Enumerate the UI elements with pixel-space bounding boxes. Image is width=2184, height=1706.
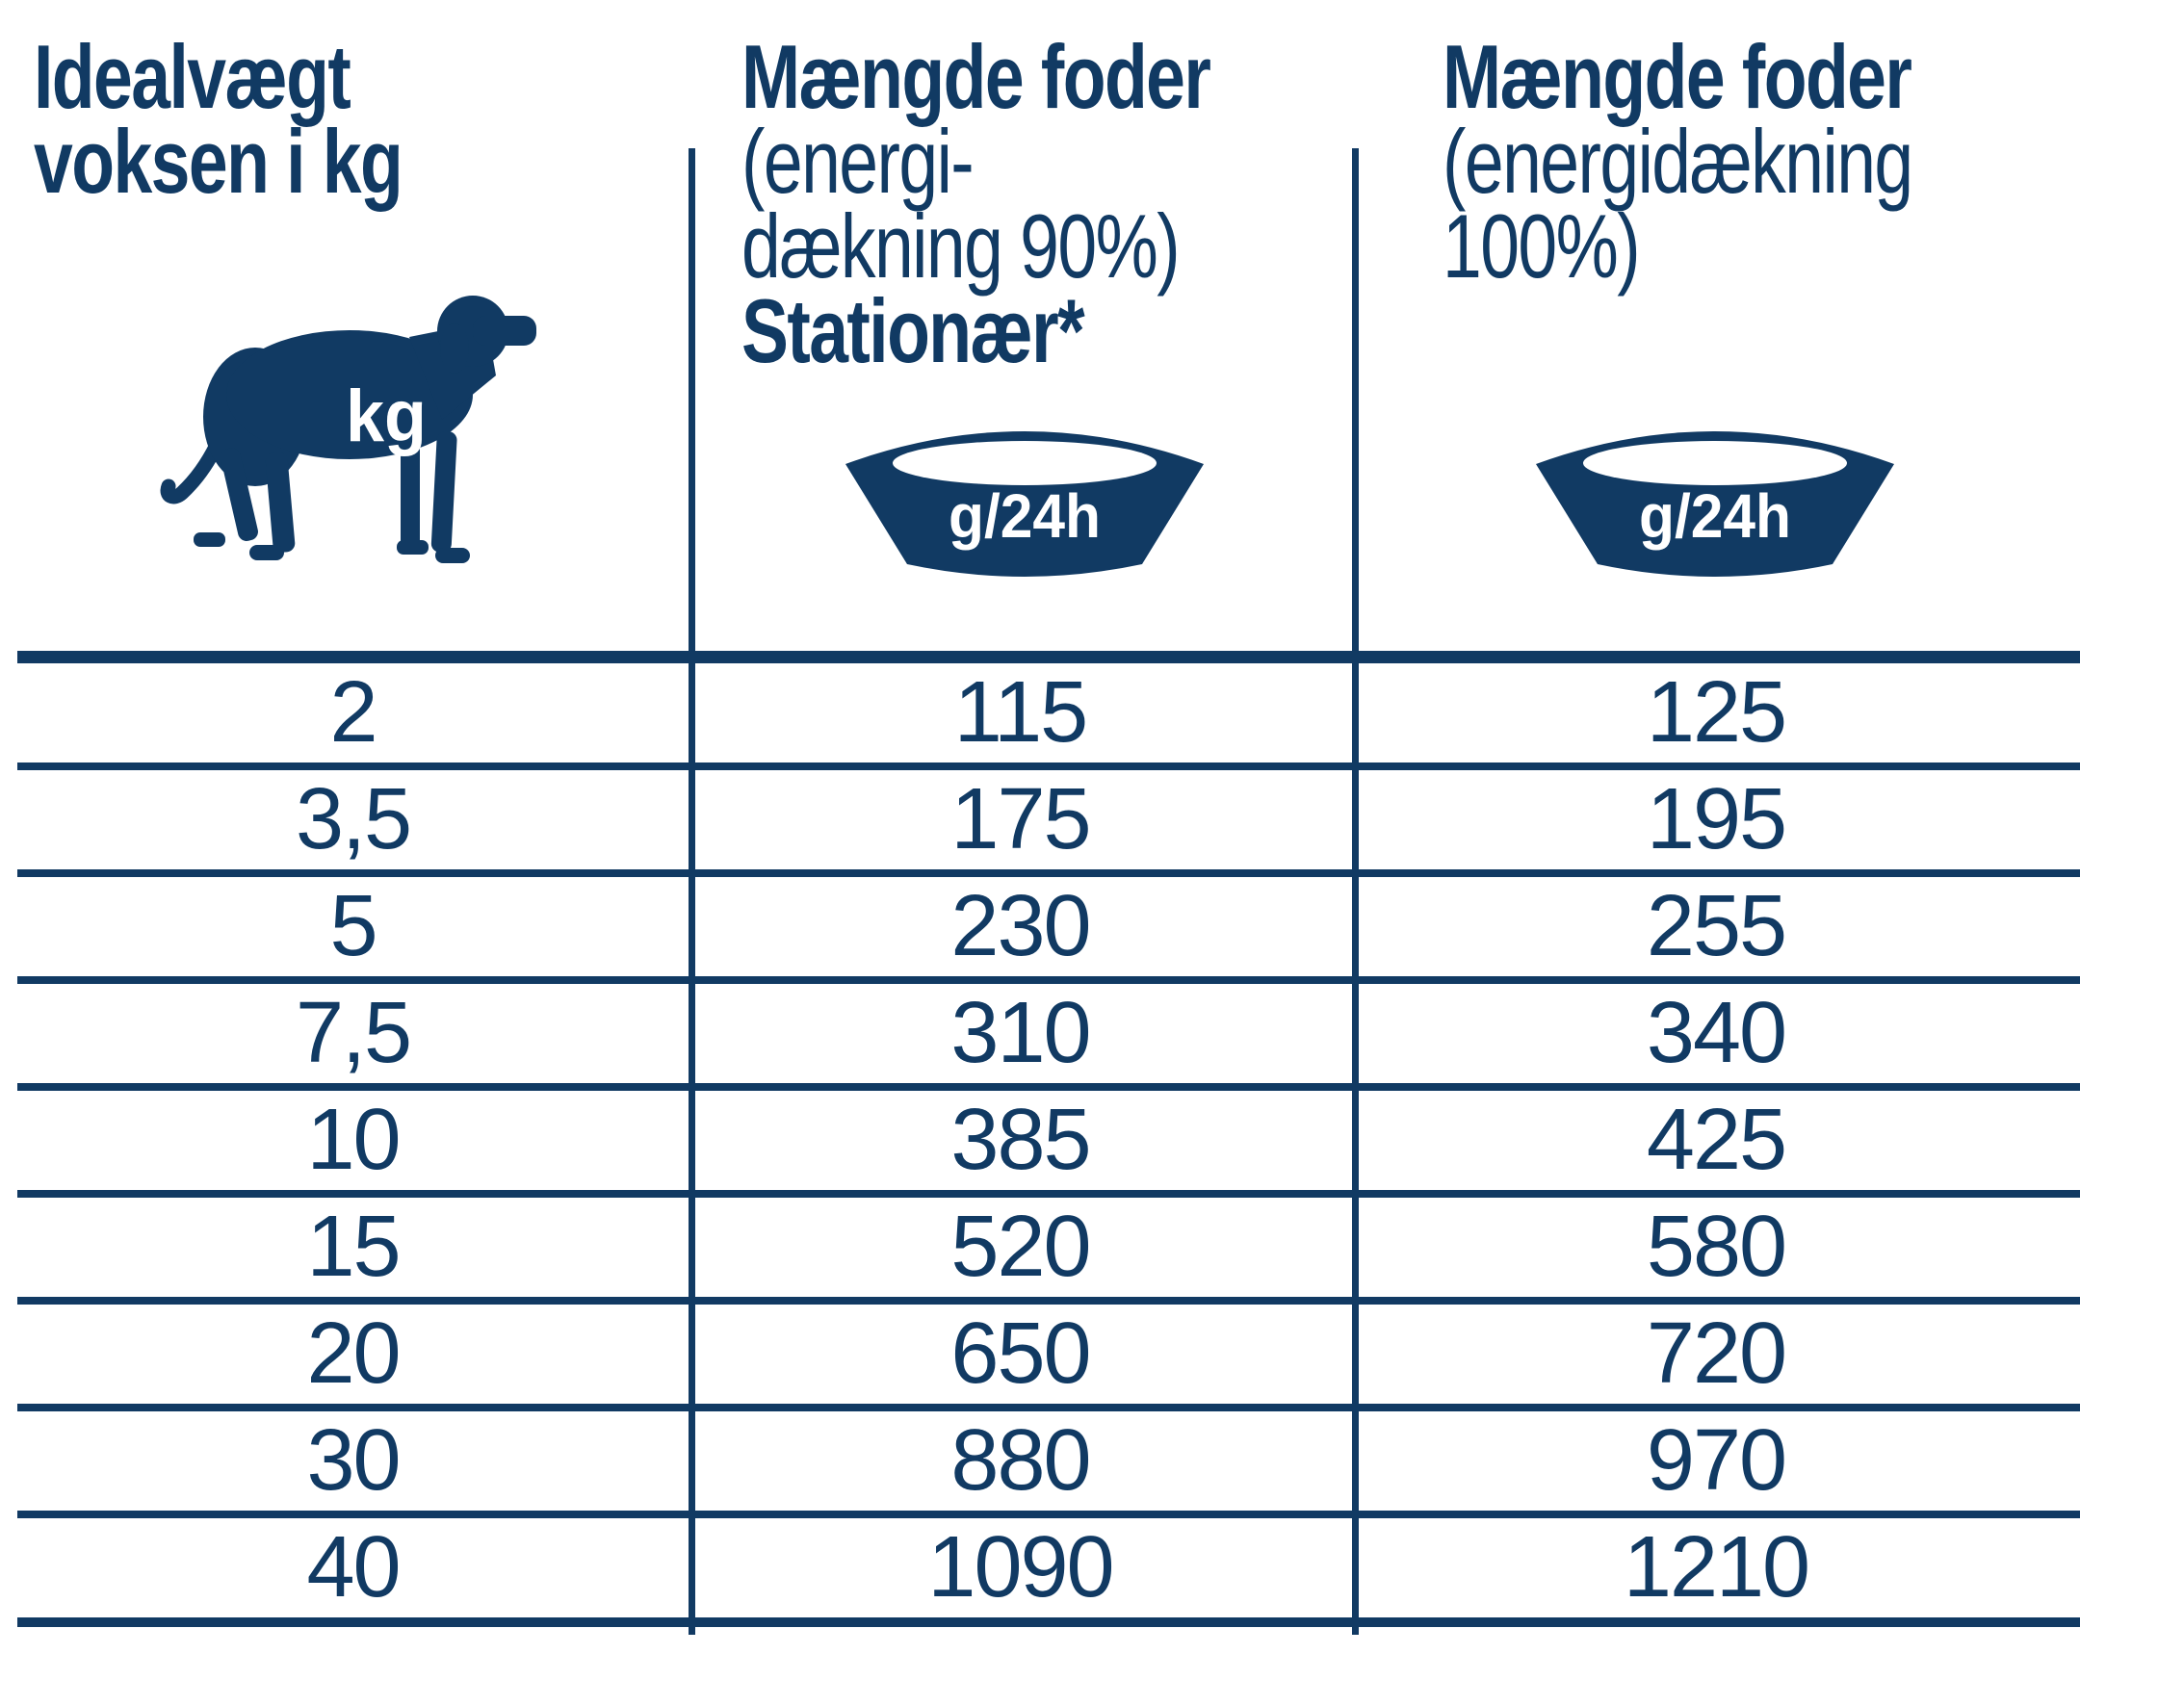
- header-amount-100-sub1: (energidækning: [1443, 111, 1913, 212]
- table-row: 3,5 175 195: [17, 770, 2080, 877]
- cell-weight: 5: [329, 878, 377, 974]
- cell-amount-100: 1210: [1623, 1519, 1810, 1616]
- cell-weight: 7,5: [295, 985, 412, 1081]
- cell-amount-90: 230: [950, 878, 1091, 974]
- bowl-100-label: g/24h: [1639, 481, 1791, 551]
- cell-amount-100: 255: [1646, 878, 1787, 974]
- cell-amount-90: 650: [950, 1305, 1091, 1402]
- header-amount-90: Mængde foder (energi- dækning 90%) Stati…: [741, 26, 1417, 381]
- cell-amount-90: 520: [950, 1199, 1091, 1295]
- cell-amount-90: 385: [950, 1092, 1091, 1188]
- cell-amount-90: 175: [950, 771, 1091, 867]
- table-row: 15 520 580: [17, 1198, 2080, 1305]
- cell-weight: 40: [306, 1519, 401, 1616]
- header-amount-100-title: Mængde foder: [1443, 26, 1912, 127]
- header-amount-100: Mængde foder (energidækning 100%): [1443, 26, 2119, 297]
- table-row: 10 385 425: [17, 1091, 2080, 1198]
- cell-amount-100: 195: [1646, 771, 1787, 867]
- cell-amount-100: 125: [1646, 664, 1787, 761]
- header-ideal-weight-line2: voksen i kg: [34, 111, 403, 212]
- bowl-icon-100: g/24h: [1533, 422, 1897, 578]
- table-row: 2 115 125: [17, 663, 2080, 770]
- cell-weight: 3,5: [295, 771, 412, 867]
- cell-amount-100: 425: [1646, 1092, 1787, 1188]
- header-ideal-weight-line1: Idealvægt: [34, 26, 351, 127]
- header-amount-90-sub2: dækning 90%): [741, 195, 1181, 297]
- cell-amount-100: 580: [1646, 1199, 1787, 1295]
- header-ideal-weight: Idealvægt voksen i kg: [34, 26, 710, 212]
- feeding-table-body: 2 115 125 3,5 175 195 5 230 255 7,5 310 …: [17, 651, 2080, 1627]
- cell-amount-90: 1090: [927, 1519, 1114, 1616]
- table-row: 5 230 255: [17, 877, 2080, 984]
- header-amount-100-sub2: 100%): [1443, 195, 1641, 297]
- dog-kg-badge: kg: [346, 375, 427, 457]
- header-amount-90-sub1: (energi-: [741, 111, 975, 212]
- cell-weight: 10: [306, 1092, 401, 1188]
- cell-amount-90: 310: [950, 985, 1091, 1081]
- cell-amount-100: 970: [1646, 1412, 1787, 1509]
- dog-icon: kg: [157, 287, 542, 571]
- cell-weight: 20: [306, 1305, 401, 1402]
- cell-amount-90: 880: [950, 1412, 1091, 1509]
- cell-amount-100: 340: [1646, 985, 1787, 1081]
- table-row: 7,5 310 340: [17, 984, 2080, 1091]
- header-amount-90-stationary: Stationær*: [741, 280, 1085, 381]
- bowl-90-label: g/24h: [949, 481, 1101, 551]
- header-amount-90-title: Mængde foder: [741, 26, 1211, 127]
- table-row: 20 650 720: [17, 1305, 2080, 1411]
- cell-weight: 2: [329, 664, 377, 761]
- column-divider-1: [689, 148, 695, 1635]
- cell-amount-90: 115: [953, 664, 1088, 761]
- table-row: 40 1090 1210: [17, 1518, 2080, 1627]
- cell-weight: 30: [306, 1412, 401, 1509]
- cell-amount-100: 720: [1646, 1305, 1787, 1402]
- bowl-icon-90: g/24h: [843, 422, 1207, 578]
- column-divider-2: [1352, 148, 1359, 1635]
- cell-weight: 15: [306, 1199, 401, 1295]
- table-row: 30 880 970: [17, 1411, 2080, 1518]
